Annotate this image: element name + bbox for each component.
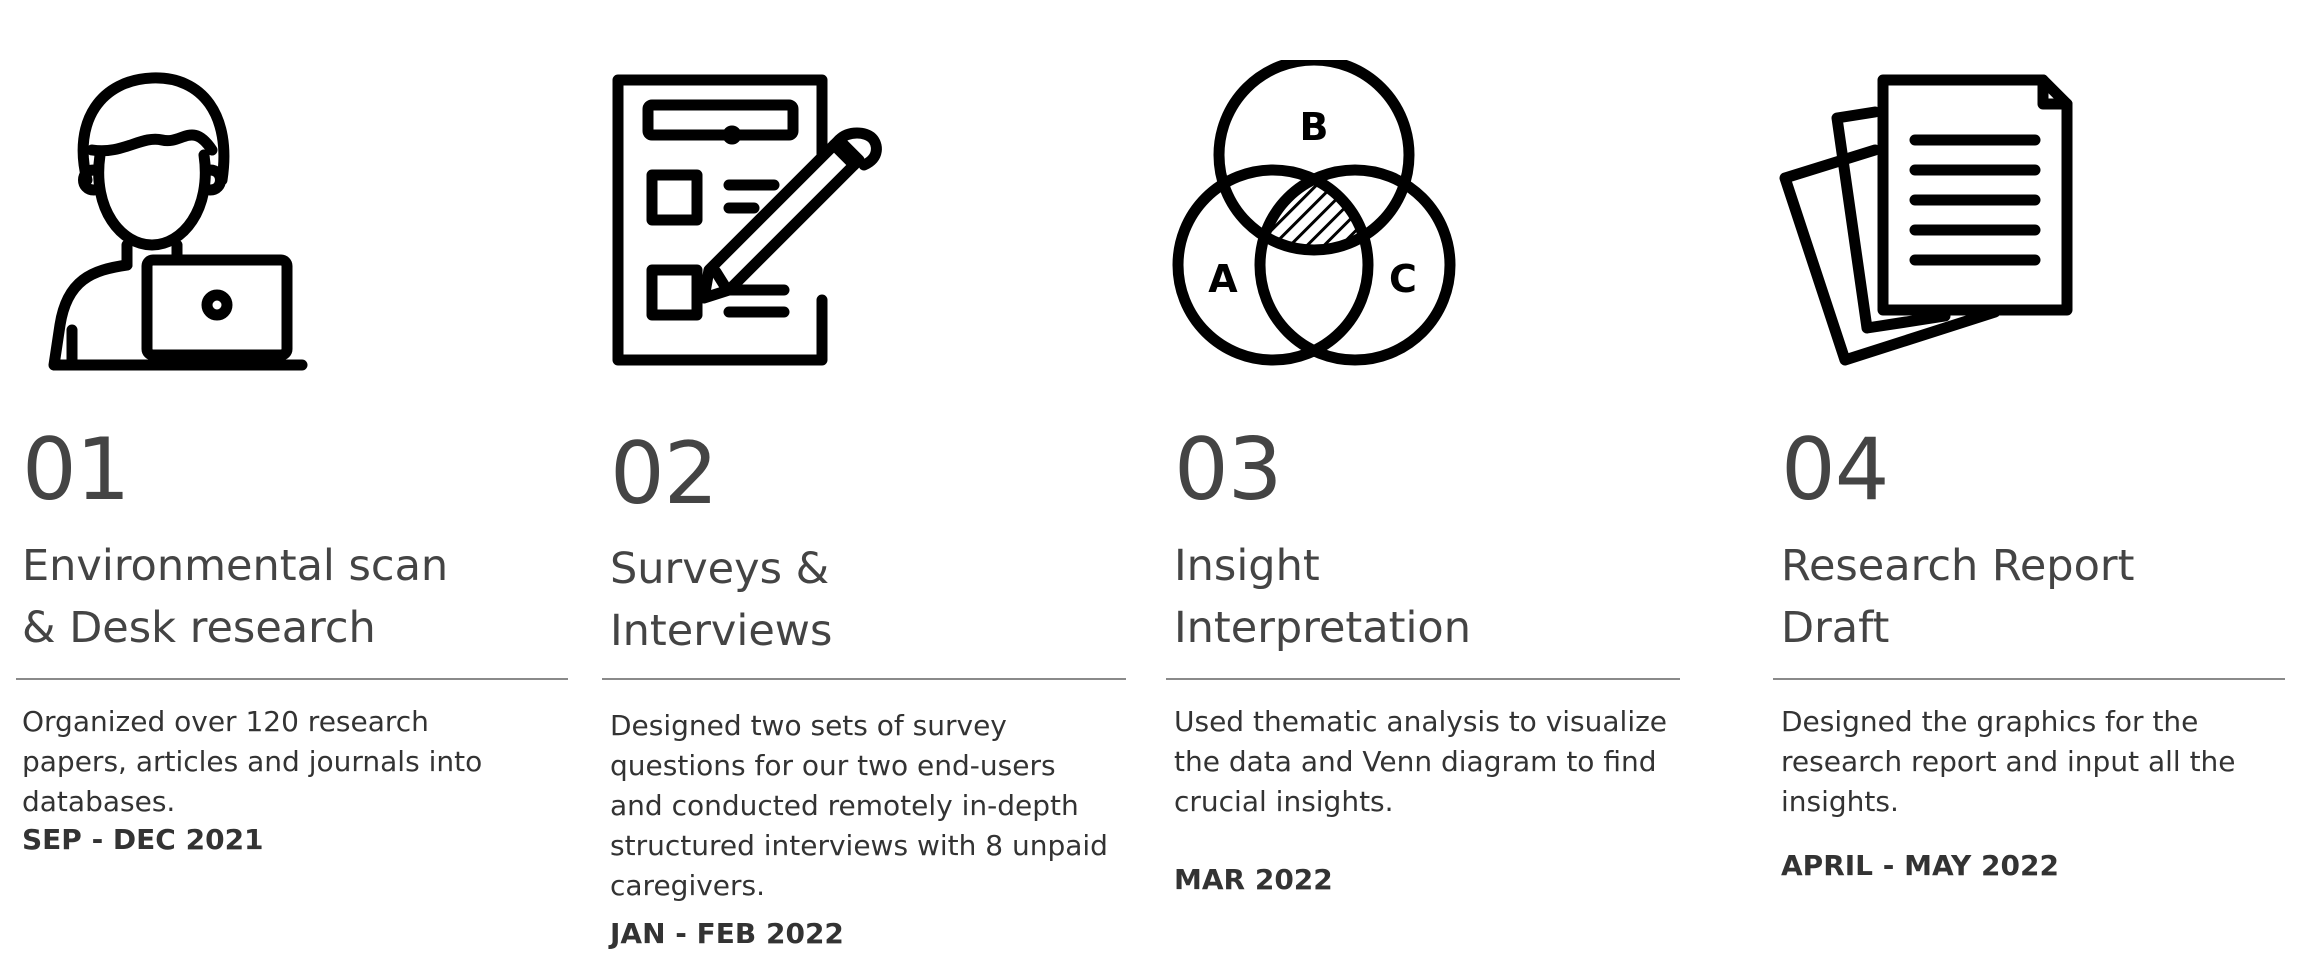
divider: [602, 678, 1126, 680]
step-title-line1: Environmental scan: [22, 541, 449, 591]
step-number: 03: [1174, 420, 1282, 520]
step-title-line2: Interpretation: [1174, 603, 1471, 653]
step-date: SEP - DEC 2021: [22, 823, 264, 856]
step-title-line1: Insight: [1174, 541, 1320, 591]
step-title-line2: Draft: [1781, 603, 1890, 653]
divider: [1773, 678, 2285, 680]
divider: [1166, 678, 1680, 680]
step-description: Designed two sets of survey questions fo…: [610, 709, 1108, 902]
venn-diagram-icon: B A C: [1168, 60, 1468, 380]
step-date: JAN - FEB 2022: [610, 917, 844, 950]
step-number: 02: [610, 424, 718, 524]
person-with-laptop-icon: [32, 60, 312, 380]
step-title: Insight Interpretation: [1174, 535, 1471, 659]
step-description: Organized over 120 research papers, arti…: [22, 705, 483, 818]
step-4: 04 Research Report Draft Designed the gr…: [1773, 0, 2295, 964]
venn-label-c: C: [1389, 257, 1417, 301]
divider: [16, 678, 568, 680]
survey-checklist-icon: [604, 60, 904, 380]
step-number: 01: [22, 420, 130, 520]
step-title: Environmental scan & Desk research: [22, 535, 448, 659]
step-title: Surveys & Interviews: [610, 538, 832, 662]
step-title-line2: Interviews: [610, 606, 833, 656]
step-description: Used thematic analysis to visualize the …: [1174, 705, 1668, 818]
step-2: 02 Surveys & Interviews Designed two set…: [602, 0, 1134, 964]
step-1: 01 Environmental scan & Desk research Or…: [16, 0, 576, 964]
step-title-line1: Surveys &: [610, 544, 830, 594]
venn-label-b: B: [1300, 105, 1329, 149]
step-title-line2: & Desk research: [22, 603, 376, 653]
step-title-line1: Research Report: [1781, 541, 2135, 591]
step-title: Research Report Draft: [1781, 535, 2134, 659]
step-date: APRIL - MAY 2022: [1781, 849, 2059, 882]
venn-label-a: A: [1208, 257, 1238, 301]
step-number: 04: [1781, 420, 1889, 520]
documents-stack-icon: [1775, 60, 2075, 380]
step-description: Designed the graphics for the research r…: [1781, 705, 2236, 818]
step-date: MAR 2022: [1174, 863, 1333, 896]
step-3: B A C 03 Insight Interpretation Used the…: [1166, 0, 1688, 964]
